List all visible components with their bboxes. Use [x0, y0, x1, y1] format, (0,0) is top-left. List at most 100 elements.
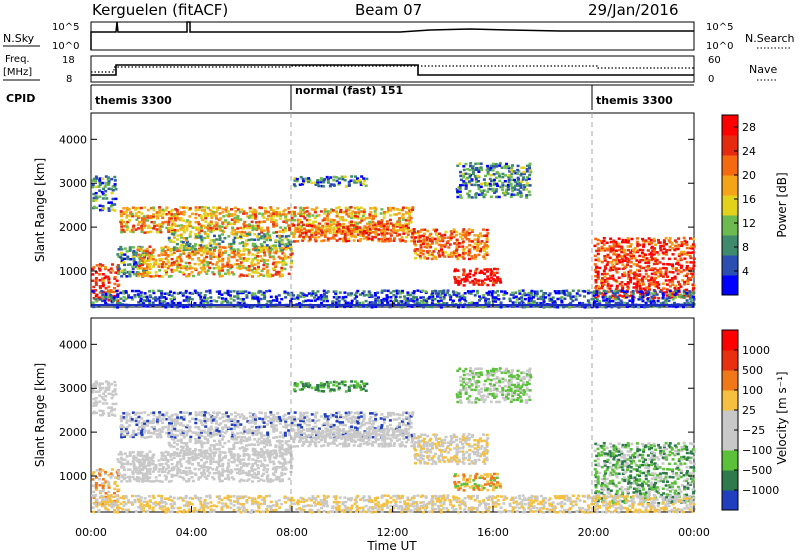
power-cell [618, 282, 622, 286]
velocity-cell [314, 425, 318, 428]
power-cell [161, 260, 165, 264]
power-cell [683, 288, 687, 292]
power-cell [128, 263, 132, 266]
power-cell [146, 214, 150, 218]
velocity-cell [225, 429, 229, 433]
velocity-cell [174, 423, 178, 427]
power-cell [269, 295, 273, 299]
power-cell [455, 294, 459, 297]
power-cell [199, 216, 203, 220]
power-cell [520, 297, 524, 301]
power-cell [217, 259, 221, 263]
power-cell [119, 291, 123, 295]
power-cell [224, 297, 228, 301]
velocity-cell [233, 421, 237, 425]
velocity-cell [137, 476, 141, 480]
power-cell [199, 301, 203, 304]
power-cell [194, 305, 198, 308]
power-cell [144, 251, 148, 254]
power-cell [341, 296, 345, 299]
velocity-cell [240, 435, 244, 439]
power-cell [476, 162, 480, 165]
power-cell [305, 222, 309, 226]
power-cell [462, 232, 466, 235]
power-cell [131, 230, 135, 234]
power-cell [208, 208, 212, 212]
power-cell [560, 299, 564, 303]
power-cell [139, 266, 143, 270]
velocity-cell [220, 434, 224, 437]
velocity-cell [208, 429, 212, 432]
power-cell [215, 243, 219, 246]
power-cell [277, 270, 281, 274]
power-cell [251, 226, 255, 230]
power-cell [91, 301, 95, 304]
power-cell [293, 214, 297, 218]
power-cell [119, 214, 123, 218]
power-cell [608, 290, 612, 293]
power-cell [494, 190, 498, 193]
power-cell [358, 301, 362, 305]
power-cell [405, 226, 409, 229]
power-cell [476, 247, 480, 250]
power-cell [373, 223, 377, 227]
power-cell [151, 255, 155, 258]
velocity-cell [201, 423, 205, 427]
power-cell [490, 270, 494, 273]
power-cell [106, 275, 110, 279]
velocity-cell [161, 426, 165, 429]
power-cell [263, 297, 267, 300]
power-cell [596, 238, 600, 242]
power-cell [172, 297, 176, 301]
power-cell [158, 257, 162, 261]
power-cell [249, 214, 253, 218]
velocity-cell [120, 475, 124, 479]
power-cell [282, 220, 286, 223]
power-cell [689, 272, 693, 275]
power-cell [352, 179, 356, 182]
power-cell [185, 246, 189, 250]
power-cell [401, 213, 405, 216]
power-cell [594, 296, 598, 300]
power-cell [478, 166, 482, 170]
velocity-cell [175, 419, 179, 423]
power-cell [392, 208, 396, 211]
power-cell [602, 294, 606, 298]
power-cell [679, 285, 683, 288]
velocity-cell [386, 411, 390, 415]
power-cell [259, 290, 263, 293]
power-cell [353, 221, 357, 224]
power-cell [621, 267, 625, 271]
power-cell [220, 225, 224, 228]
power-cell [209, 299, 213, 303]
power-cell [226, 210, 230, 213]
power-cell [451, 299, 455, 303]
power-cell [254, 245, 258, 248]
power-cell [229, 222, 233, 226]
velocity-cell [299, 433, 303, 437]
power-cell [614, 298, 618, 301]
power-cell [314, 233, 318, 236]
power-cell [417, 230, 421, 233]
power-cell [193, 262, 197, 266]
power-cell [119, 212, 123, 215]
power-cell [461, 251, 465, 255]
power-cell [274, 273, 278, 276]
power-cell [476, 174, 480, 178]
power-cell [453, 277, 457, 281]
power-cell [120, 270, 124, 274]
velocity-cell [100, 502, 104, 505]
velocity-cell [125, 421, 129, 424]
power-cell [425, 297, 429, 301]
velocity-cell [357, 418, 361, 421]
power-cell [301, 182, 305, 186]
velocity-cell [259, 431, 263, 435]
power-cell [245, 234, 249, 238]
power-cell [494, 281, 498, 284]
power-cell [629, 276, 633, 280]
power-cell [242, 234, 246, 237]
power-cell [220, 266, 224, 270]
power-cell [262, 246, 266, 250]
power-cell [461, 305, 465, 309]
power-cell [440, 235, 444, 239]
